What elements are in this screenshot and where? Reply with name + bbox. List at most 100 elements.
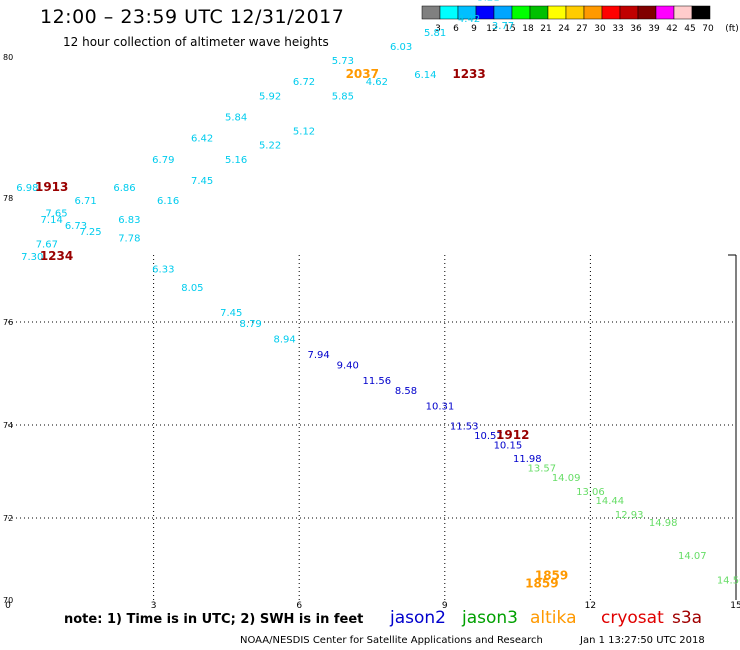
chart-axes: 0 3 6 9 12 15 70 72 74 76 78 80 bbox=[3, 53, 740, 611]
satellite-label-cryosat: cryosat bbox=[601, 608, 664, 628]
x-tick-labels: 0 3 6 9 12 15 bbox=[5, 601, 740, 611]
legend-label: 21 bbox=[540, 24, 551, 34]
data-point-label: 11.98 bbox=[513, 454, 542, 465]
data-point-label: 7.45 bbox=[220, 308, 242, 319]
data-point-label: 1859 bbox=[535, 569, 568, 583]
data-point-label: 1912 bbox=[496, 428, 529, 442]
color-legend: 3 6 9 12 15 18 21 24 27 30 33 36 39 42 45 70 (ft) bbox=[421, 5, 739, 34]
satellite-label-s3a: s3a bbox=[672, 608, 703, 628]
legend-label: 24 bbox=[558, 24, 570, 34]
legend-swatch bbox=[583, 5, 603, 20]
data-point-label: 11.56 bbox=[363, 376, 392, 387]
data-point-label: 6.03 bbox=[390, 42, 412, 53]
legend-swatch bbox=[601, 5, 621, 20]
data-point-label: 14.07 bbox=[678, 551, 707, 562]
x-tick-label: 6 bbox=[296, 601, 302, 611]
legend-label: 45 bbox=[684, 24, 695, 34]
data-point-label: 12.93 bbox=[615, 510, 644, 521]
legend-label: 70 bbox=[702, 24, 714, 34]
data-point-label: 8.94 bbox=[274, 335, 296, 346]
data-point-label: 5.22 bbox=[259, 141, 281, 152]
data-point-label: 6.16 bbox=[157, 196, 179, 207]
chart-title: 12:00 – 23:59 UTC 12/31/2017 bbox=[40, 6, 345, 28]
legend-swatch bbox=[637, 5, 657, 20]
legend-label: 15 bbox=[504, 24, 515, 34]
legend-label: 3 bbox=[435, 24, 441, 34]
data-point-label: 8.58 bbox=[395, 386, 417, 397]
data-point-label: 5.16 bbox=[225, 155, 247, 166]
data-point-label: 6.86 bbox=[113, 183, 135, 194]
data-point-label: 7.14 bbox=[41, 215, 63, 226]
data-point-label: 5.81 bbox=[424, 28, 446, 39]
data-point-label: 8.79 bbox=[240, 319, 262, 330]
footer-timestamp: Jan 1 13:27:50 UTC 2018 bbox=[580, 635, 705, 646]
data-point-label: 7.30 bbox=[21, 252, 43, 263]
legend-label: 18 bbox=[522, 24, 534, 34]
data-point-label: 14.44 bbox=[595, 496, 624, 507]
data-point-label: 6.73 bbox=[65, 221, 87, 232]
x-tick-label: 3 bbox=[151, 601, 157, 611]
legend-label: 9 bbox=[471, 24, 477, 34]
data-point-label: 6.71 bbox=[75, 196, 97, 207]
data-point-label: 7.65 bbox=[45, 209, 67, 220]
data-point-label: 5.84 bbox=[225, 112, 247, 123]
legend-swatch bbox=[691, 5, 711, 20]
x-tick-label: 9 bbox=[442, 601, 448, 611]
x-tick-label: 15 bbox=[730, 601, 740, 611]
data-point-label: 6.33 bbox=[152, 264, 174, 275]
y-tick-label: 72 bbox=[3, 514, 13, 523]
data-point-label: 1234 bbox=[40, 249, 73, 263]
note-text: note: 1) Time is in UTC; 2) SWH is in fe… bbox=[64, 612, 364, 627]
data-point-label: 5.12 bbox=[293, 127, 315, 138]
footer-credit: NOAA/NESDIS Center for Satellite Applica… bbox=[240, 635, 543, 646]
data-point-label: 13.57 bbox=[528, 464, 557, 475]
data-point-label: 9.40 bbox=[337, 360, 359, 371]
data-point-label: 11.53 bbox=[450, 422, 479, 433]
data-point-label: 6.14 bbox=[414, 70, 436, 81]
data-point-label: 10.57 bbox=[474, 431, 503, 442]
legend-label: 36 bbox=[630, 24, 642, 34]
x-tick-label: 12 bbox=[585, 601, 596, 611]
legend-label: 30 bbox=[594, 24, 606, 34]
satellite-label-jason2: jason2 bbox=[390, 608, 446, 628]
data-point-label: 4.42 bbox=[458, 14, 480, 25]
data-point-label: 1233 bbox=[452, 67, 485, 81]
data-point-label: 2037 bbox=[346, 67, 379, 81]
y-tick-labels: 70 72 74 76 78 80 bbox=[3, 53, 13, 605]
legend-swatch bbox=[511, 5, 531, 20]
y-tick-label: 70 bbox=[3, 596, 13, 605]
data-point-label: 6.79 bbox=[152, 155, 174, 166]
data-point-label: 14.98 bbox=[649, 518, 678, 529]
legend-swatch bbox=[493, 5, 513, 20]
data-point-label: 6.98 bbox=[16, 183, 38, 194]
data-point-label: 7.67 bbox=[36, 240, 58, 251]
data-point-label: 13.06 bbox=[576, 487, 605, 498]
legend-swatch bbox=[421, 5, 441, 20]
legend-swatch bbox=[529, 5, 549, 20]
data-point-label: 7.78 bbox=[118, 233, 140, 244]
data-point-label: 1859 bbox=[525, 577, 558, 591]
chart-subtitle: 12 hour collection of altimeter wave hei… bbox=[63, 35, 329, 49]
data-point-label: 4.62 bbox=[366, 77, 388, 88]
legend-label: 39 bbox=[648, 24, 660, 34]
satellite-label-altika: altika bbox=[530, 608, 577, 628]
data-point-label: 7.25 bbox=[79, 227, 101, 238]
grid-lines bbox=[8, 254, 737, 600]
data-point-label: 6.83 bbox=[118, 215, 140, 226]
data-point-label: 1913 bbox=[35, 180, 68, 194]
data-point-label: 6.42 bbox=[191, 134, 213, 145]
legend-label: 6 bbox=[453, 24, 459, 34]
legend-label: 42 bbox=[666, 24, 677, 34]
data-point-label: 7.94 bbox=[307, 350, 329, 361]
data-point-label: 5.85 bbox=[332, 91, 354, 102]
data-point-label: 3.77 bbox=[492, 21, 514, 32]
data-point-label: 5.92 bbox=[259, 91, 281, 102]
satellite-label-jason3: jason3 bbox=[462, 608, 518, 628]
legend-swatch bbox=[655, 5, 675, 20]
data-point-label: 14.09 bbox=[552, 473, 581, 484]
data-point-label: 10.15 bbox=[494, 440, 523, 451]
y-tick-label: 78 bbox=[3, 194, 13, 203]
data-point-label: 14.50 bbox=[717, 576, 740, 587]
y-tick-label: 76 bbox=[3, 318, 13, 327]
